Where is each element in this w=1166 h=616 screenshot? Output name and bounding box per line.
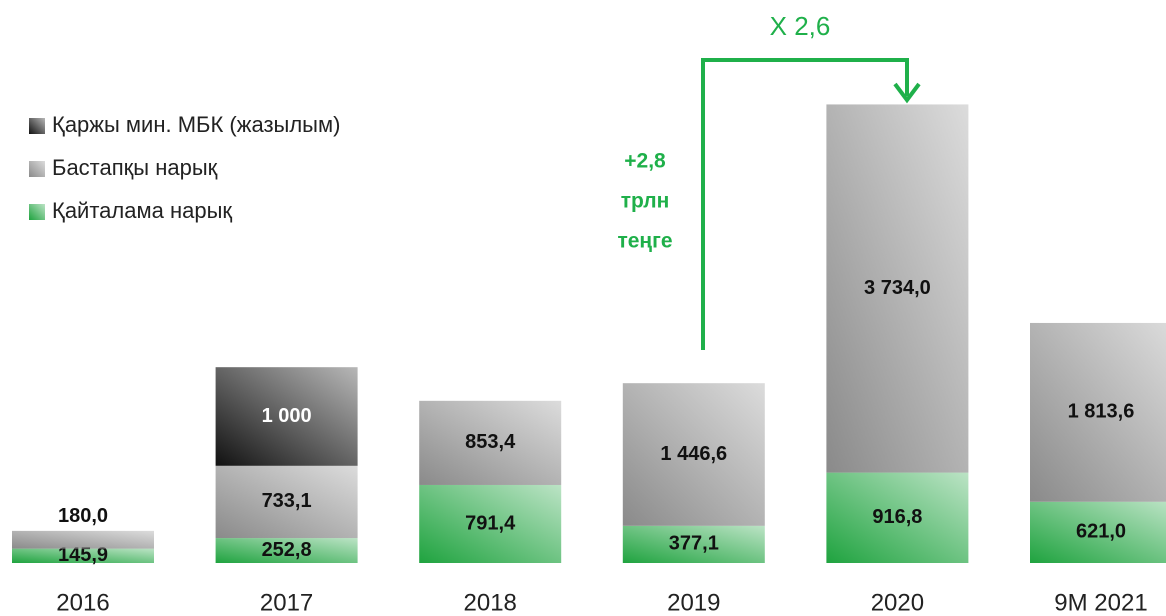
annotation: трлн (621, 190, 670, 213)
bar-segment (419, 484, 562, 563)
arrow (701, 58, 909, 350)
bar-segment (215, 465, 358, 539)
x-tick-label: 2017 (260, 589, 313, 616)
x-tick-label: 9M 2021 (1054, 589, 1147, 616)
x-tick-label: 2016 (56, 589, 109, 616)
bar-segment (622, 525, 765, 563)
bar-segment (826, 472, 969, 563)
bar-segment (12, 548, 154, 563)
value-label: 733,1 (262, 490, 312, 512)
value-label: 853,4 (465, 431, 516, 453)
value-label: 1 446,6 (660, 443, 727, 465)
value-label: 3 734,0 (864, 277, 931, 299)
bar-segment (1030, 322, 1166, 502)
value-label: 377,1 (669, 533, 719, 555)
x-tick-label: 2019 (667, 589, 720, 616)
bar-segment (215, 367, 358, 466)
bar-segment (12, 530, 154, 549)
bar-segment (826, 104, 969, 473)
arrow-head (893, 82, 921, 104)
value-label: 180,0 (58, 505, 108, 527)
value-label: 916,8 (872, 506, 922, 528)
legend-swatch (29, 204, 45, 220)
legend-label: Қаржы мин. МБК (жазылым) (52, 112, 340, 137)
legend-label: Бастапқы нарық (52, 155, 218, 180)
value-label: 1 813,6 (1068, 401, 1135, 423)
value-label: 1 000 (262, 405, 312, 427)
x-tick-label: 2020 (871, 589, 924, 616)
bar-segment (419, 400, 562, 485)
bar-segment (215, 538, 358, 563)
value-label: 145,9 (58, 544, 108, 566)
annotation: +2,8 (624, 150, 666, 173)
value-label: 621,0 (1076, 521, 1126, 543)
x-tick-label: 2018 (464, 589, 517, 616)
value-label: 252,8 (262, 539, 312, 561)
value-label: 791,4 (465, 512, 516, 534)
annotation: X 2,6 (770, 11, 831, 41)
bar-segment (1030, 501, 1166, 563)
bar-segment (622, 383, 765, 526)
annotation: теңге (617, 230, 672, 253)
legend-label: Қайталама нарық (52, 198, 232, 223)
legend-swatch (29, 161, 45, 177)
legend-swatch (29, 118, 45, 134)
